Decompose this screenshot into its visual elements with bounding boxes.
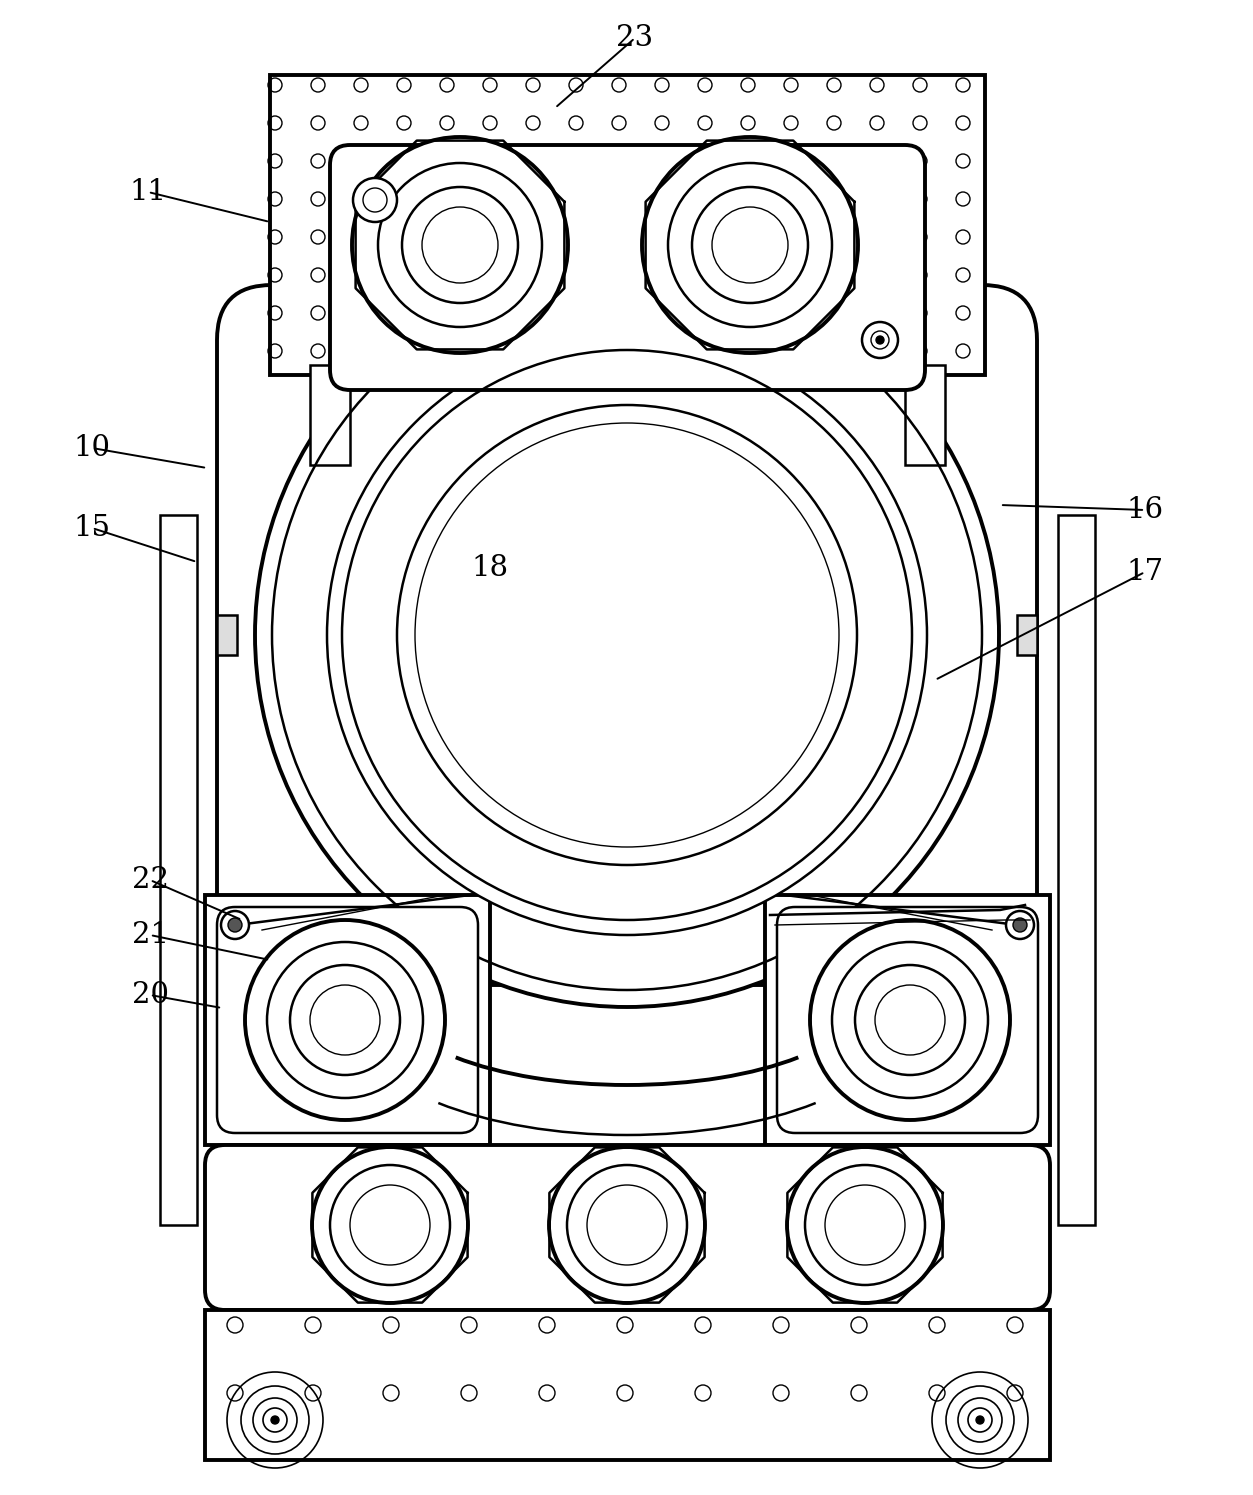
Circle shape <box>289 964 400 1075</box>
Circle shape <box>312 1147 469 1304</box>
Text: 20: 20 <box>132 981 168 1009</box>
Bar <box>205 896 490 1145</box>
Bar <box>1058 514 1095 1224</box>
Circle shape <box>353 178 397 221</box>
Circle shape <box>327 335 927 934</box>
Bar <box>269 75 985 375</box>
Circle shape <box>642 138 858 353</box>
Circle shape <box>809 919 1010 1120</box>
Circle shape <box>862 321 898 357</box>
Bar <box>217 614 237 655</box>
Circle shape <box>586 1186 667 1265</box>
Text: 15: 15 <box>74 514 110 543</box>
Text: 22: 22 <box>132 866 168 894</box>
Text: 21: 21 <box>132 921 168 949</box>
Circle shape <box>855 964 965 1075</box>
Text: 10: 10 <box>74 434 110 462</box>
Circle shape <box>1006 910 1034 939</box>
Circle shape <box>787 1147 944 1304</box>
FancyBboxPatch shape <box>777 907 1037 1133</box>
Bar <box>905 365 945 465</box>
Bar <box>160 514 197 1224</box>
Circle shape <box>1012 918 1027 931</box>
Bar <box>309 365 350 465</box>
FancyBboxPatch shape <box>205 1145 1050 1310</box>
Circle shape <box>692 187 808 303</box>
Circle shape <box>221 910 249 939</box>
FancyBboxPatch shape <box>217 286 1037 985</box>
Circle shape <box>246 919 445 1120</box>
Circle shape <box>256 263 999 1008</box>
FancyBboxPatch shape <box>217 907 477 1133</box>
Text: 11: 11 <box>129 178 167 206</box>
Text: 18: 18 <box>471 555 509 582</box>
Circle shape <box>350 1186 430 1265</box>
Circle shape <box>397 405 857 866</box>
Text: 16: 16 <box>1126 496 1164 525</box>
Bar <box>1017 614 1037 655</box>
Circle shape <box>402 187 517 303</box>
Circle shape <box>271 1416 279 1425</box>
Circle shape <box>824 1186 905 1265</box>
Text: 17: 17 <box>1126 558 1164 586</box>
Bar <box>766 896 1050 1145</box>
Circle shape <box>876 336 885 344</box>
FancyBboxPatch shape <box>330 145 925 390</box>
Circle shape <box>976 1416 984 1425</box>
Text: 23: 23 <box>616 24 654 52</box>
Circle shape <box>549 1147 705 1304</box>
Circle shape <box>228 918 242 931</box>
Circle shape <box>352 138 568 353</box>
Bar <box>205 1310 1050 1461</box>
